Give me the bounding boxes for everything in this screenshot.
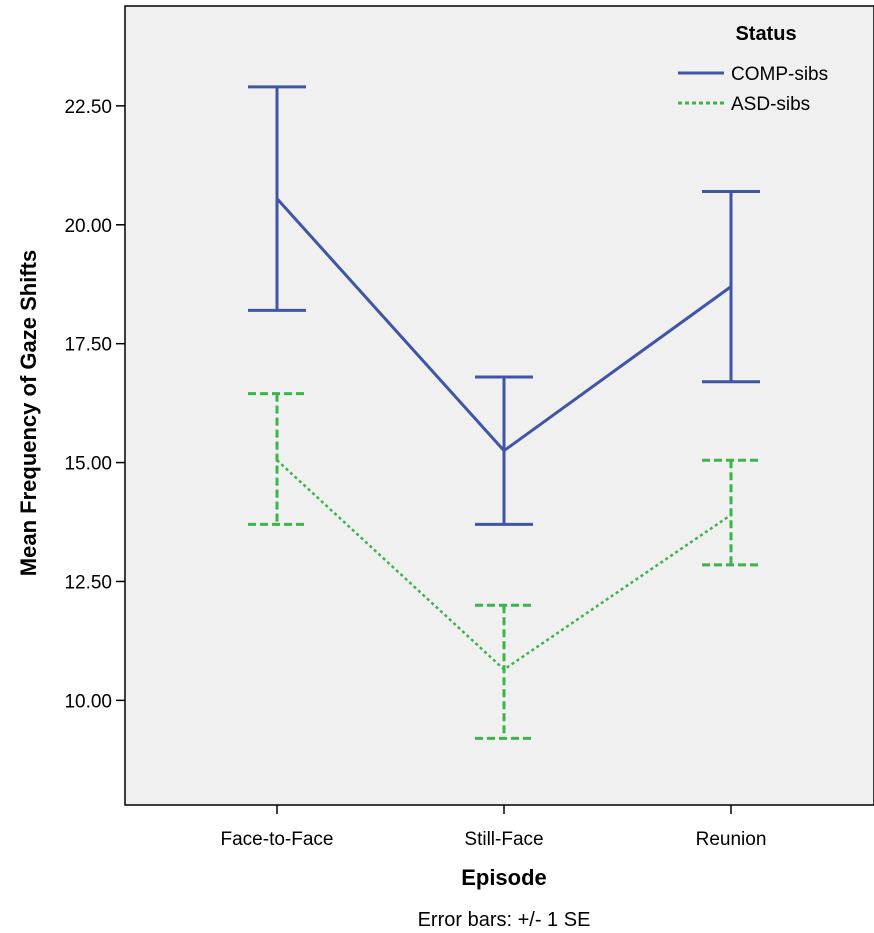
y-tick-label: 22.50: [64, 97, 112, 118]
mean-point-comp-sibs: [729, 285, 733, 289]
series-layer: [248, 85, 760, 740]
x-axis-title: Episode: [461, 865, 547, 890]
plot-area: [124, 5, 874, 806]
error-bar-asd-sibs: [702, 458, 760, 567]
legend-title: Status: [735, 23, 796, 45]
mean-point-asd-sibs: [502, 667, 506, 671]
series-asd-sibs: [248, 392, 760, 740]
legend-label-asd-sibs: ASD-sibs: [731, 94, 810, 115]
x-axis: Face-to-Face Still-Face Reunion: [221, 805, 767, 850]
error-bar-asd-sibs: [475, 603, 533, 740]
y-axis: 10.00 12.50 15.00 17.50 20.00 22.50: [64, 97, 125, 712]
x-tick-label: Still-Face: [464, 829, 543, 850]
y-tick-label: 10.00: [64, 691, 112, 712]
legend: Status COMP-sibs ASD-sibs: [678, 23, 828, 115]
y-tick-label: 12.50: [64, 572, 112, 593]
y-tick-label: 17.50: [64, 335, 112, 356]
y-tick-label: 15.00: [64, 454, 112, 475]
mean-point-asd-sibs: [275, 458, 279, 462]
mean-point-comp-sibs: [502, 449, 506, 453]
series-comp-sibs: [248, 85, 760, 526]
mean-point-asd-sibs: [729, 513, 733, 517]
x-tick-label: Face-to-Face: [221, 829, 334, 850]
x-tick-label: Reunion: [696, 829, 767, 850]
mean-point-comp-sibs: [275, 197, 279, 201]
error-bars-footnote: Error bars: +/- 1 SE: [418, 909, 591, 931]
legend-label-comp-sibs: COMP-sibs: [731, 64, 828, 85]
y-tick-label: 20.00: [64, 216, 112, 237]
y-axis-title: Mean Frequency of Gaze Shifts: [16, 250, 41, 576]
